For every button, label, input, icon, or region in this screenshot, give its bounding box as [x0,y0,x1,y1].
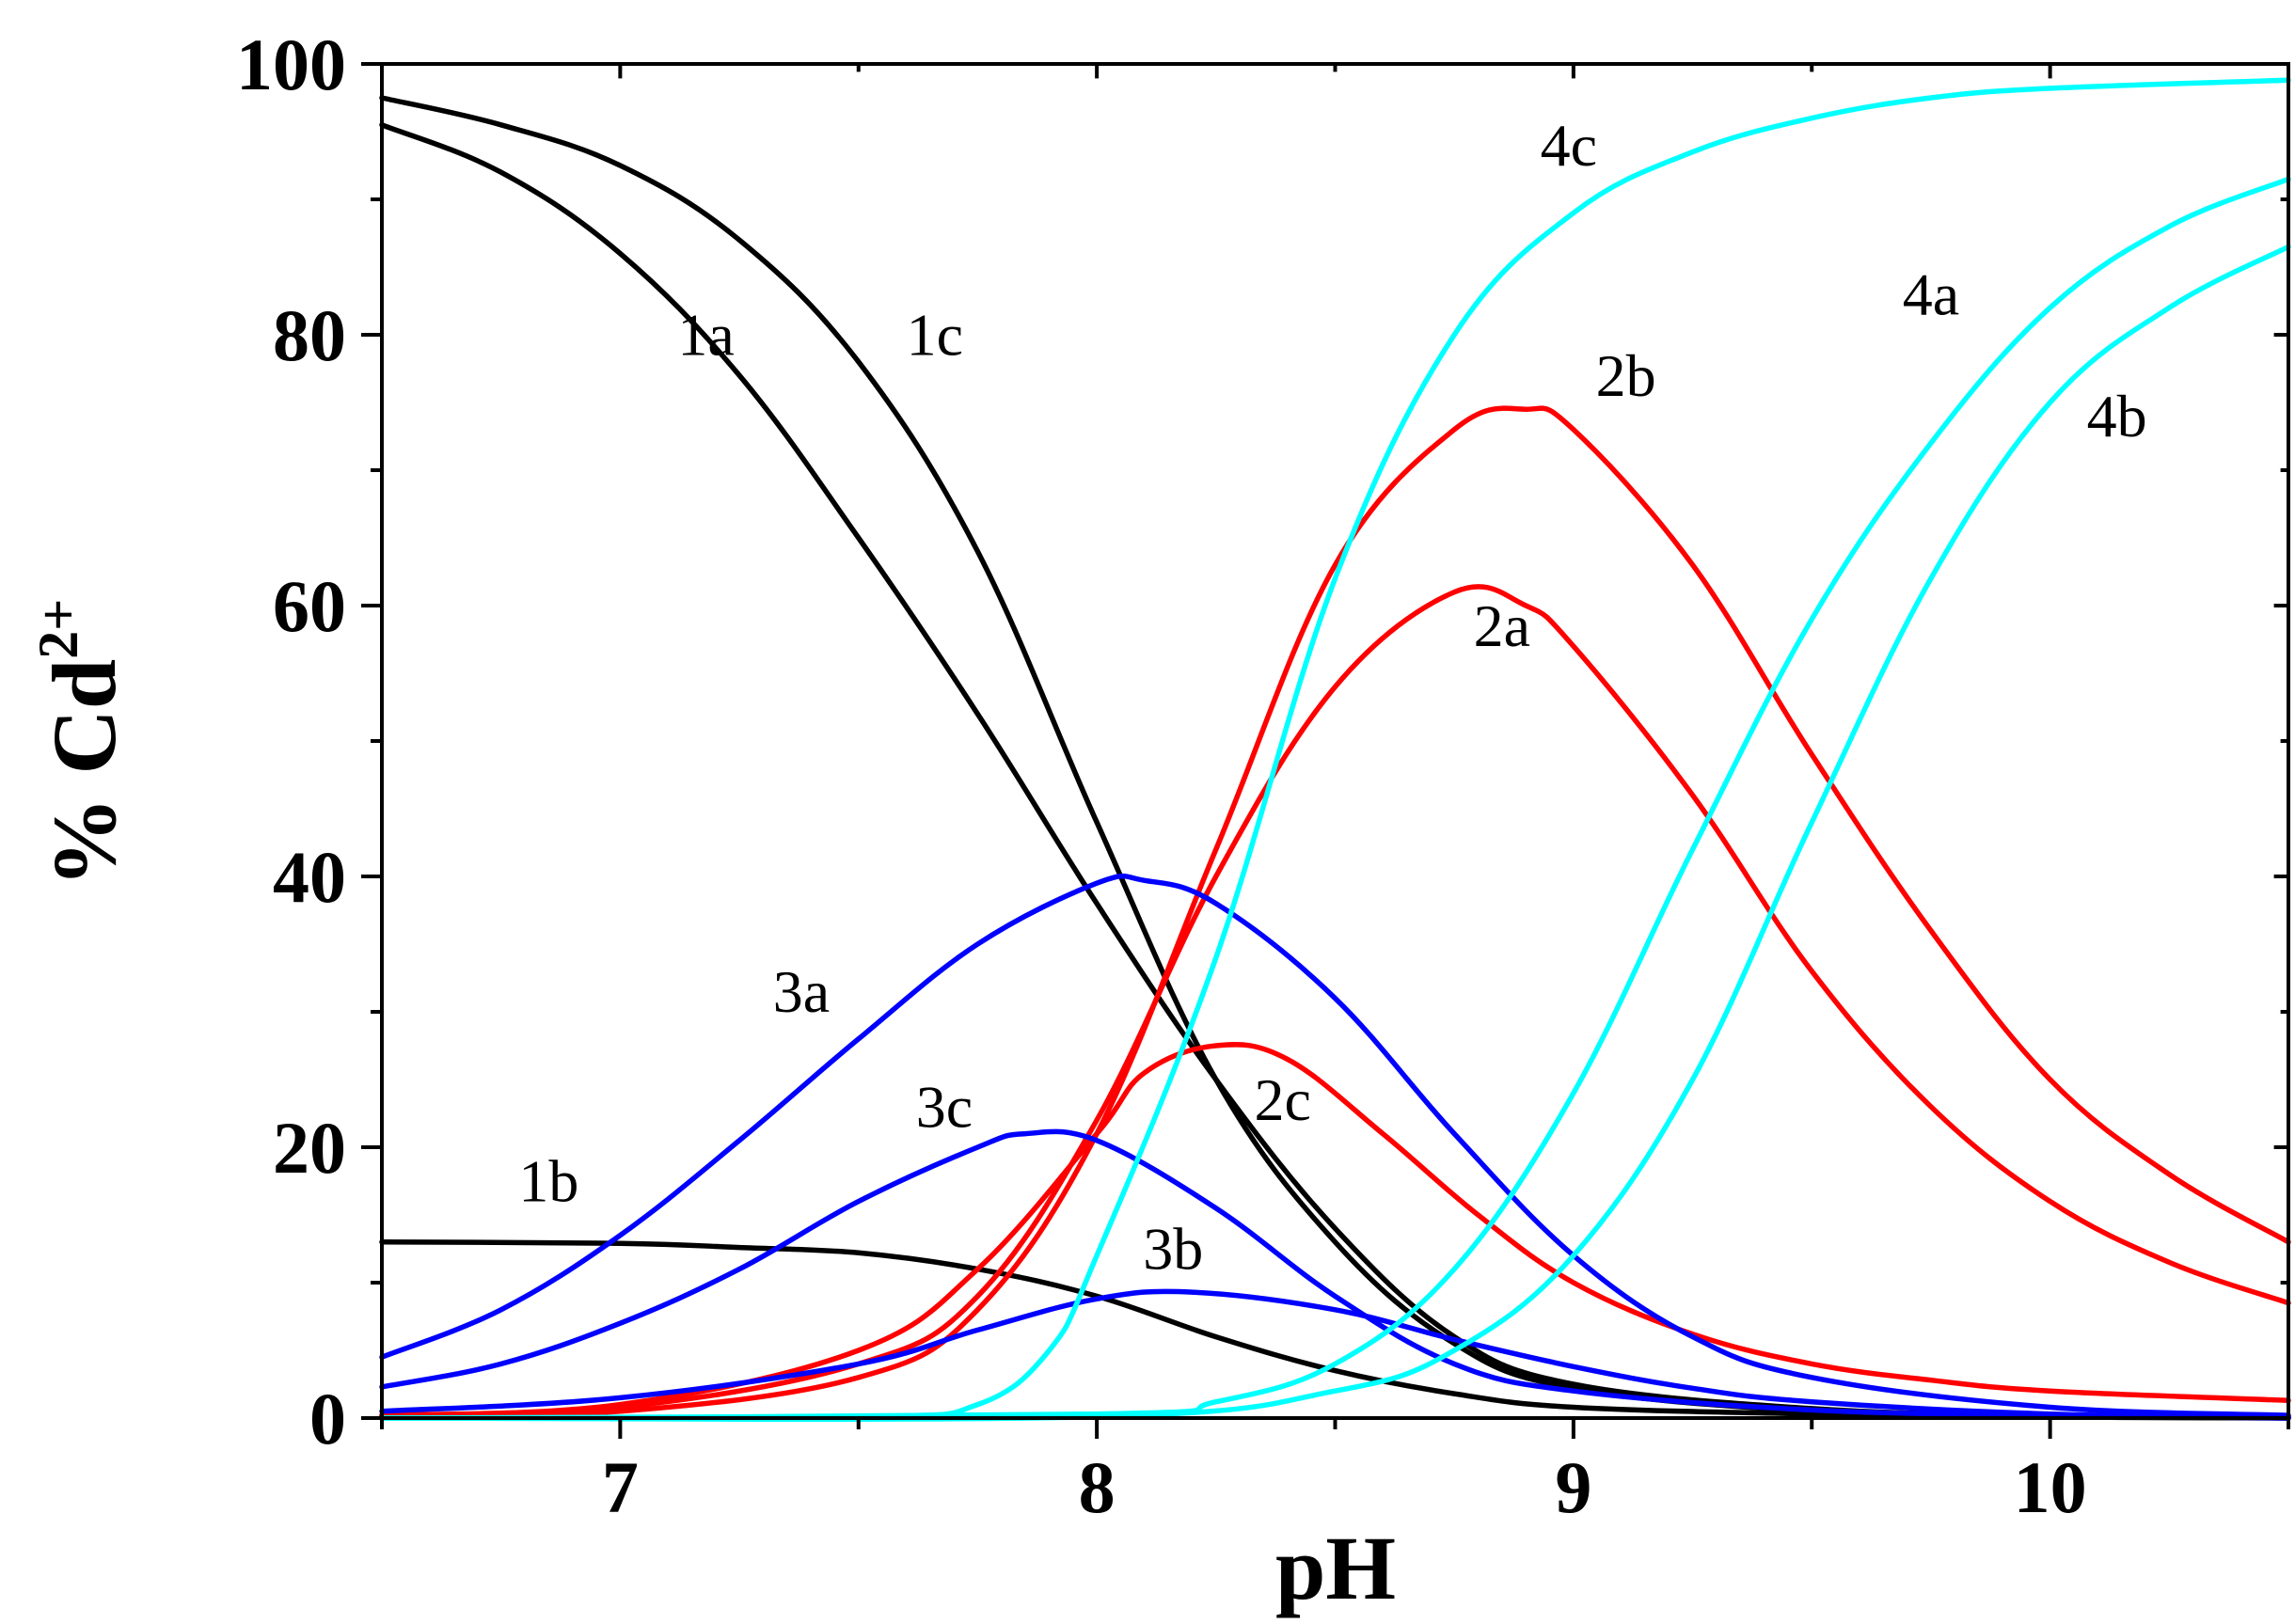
curve-label-1a: 1a [677,302,734,369]
y-tick-label: 20 [273,1107,346,1189]
curve-label-3a: 3a [773,958,830,1025]
x-tick-label: 9 [1555,1446,1591,1528]
plot-frame [380,62,2290,1420]
series-line-2a [379,584,2291,1418]
y-axis-title-main: % Cd [34,659,135,888]
series-line-2b [379,405,2291,1419]
x-tick-label: 8 [1079,1446,1116,1528]
y-tick-label: 100 [236,24,346,105]
curve-label-2c: 2c [1255,1066,1311,1133]
curve-label-1b: 1b [518,1148,578,1215]
y-tick-label: 0 [309,1378,346,1459]
y-tick-label: 80 [273,294,346,376]
curve-label-4b: 4b [2087,383,2147,449]
curve-label-1c: 1c [907,302,963,369]
curve-label-4a: 4a [1903,260,1959,327]
x-axis-title: pH [1275,1518,1396,1618]
series-line-3c [379,1128,2291,1421]
series-line-1a [379,122,2291,1420]
series-line-2c [379,1042,2291,1418]
series-line-4c [379,77,2291,1421]
curve-label-2b: 2b [1596,342,1656,409]
series-line-3a [379,873,2291,1418]
ticks-layer [361,62,2290,1439]
x-tick-label: 7 [602,1446,639,1528]
y-tick-label: 40 [273,836,346,918]
curve-label-3c: 3c [916,1073,973,1140]
curve-label-3b: 3b [1143,1216,1203,1283]
series-line-3b [379,1288,2291,1420]
curve-label-4c: 4c [1541,112,1597,179]
series-layer [379,77,2291,1422]
y-axis-title-superscript: 2+ [27,599,89,659]
y-axis-title: % Cd2+ [27,599,135,888]
x-tick-label: 10 [2014,1446,2087,1528]
curve-label-2a: 2a [1474,592,1530,659]
y-tick-label: 60 [273,565,346,647]
